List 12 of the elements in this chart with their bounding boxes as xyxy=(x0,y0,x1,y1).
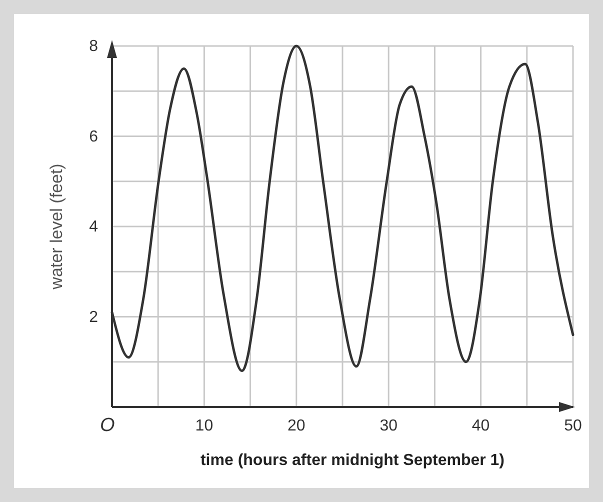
x-tick-label: 50 xyxy=(564,417,582,434)
y-tick-label: 8 xyxy=(89,38,98,56)
x-tick-label: 10 xyxy=(195,417,214,434)
x-axis-title: time (hours after midnight September 1) xyxy=(200,452,505,469)
x-tick-label: 20 xyxy=(288,417,306,434)
text: O xyxy=(100,415,115,436)
y-axis-title: water level (feet) xyxy=(47,164,66,290)
y-tick-label: 2 xyxy=(89,308,98,326)
x-tick-label: 40 xyxy=(472,417,490,434)
y-tick-label: 6 xyxy=(89,128,98,146)
x-tick-label: 30 xyxy=(380,417,398,434)
y-tick-label: 4 xyxy=(89,218,98,236)
